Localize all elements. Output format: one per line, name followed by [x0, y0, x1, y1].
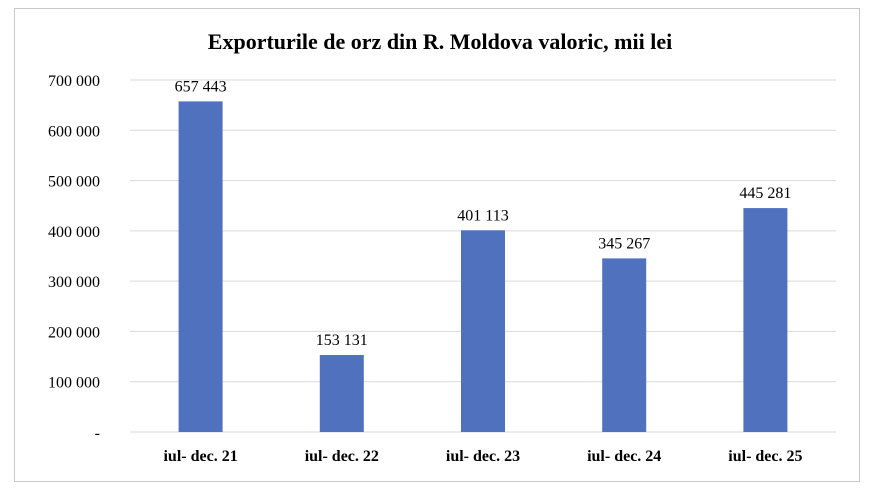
y-tick-label: 600 000 [48, 123, 100, 140]
data-label: 153 131 [316, 332, 368, 349]
chart-frame [14, 8, 860, 482]
y-axis-ticks: - 100 000 200 000 300 000 400 000 500 000 600 … [48, 73, 100, 442]
y-tick-label: 200 000 [48, 324, 100, 341]
y-tick-label: 500 000 [48, 174, 100, 191]
y-tick-label: 400 000 [48, 224, 100, 241]
x-category-label: iul- dec. 21 [163, 448, 237, 465]
bar [602, 258, 647, 432]
x-category-label: iul- dec. 25 [728, 448, 802, 465]
x-category-label: iul- dec. 23 [446, 448, 520, 465]
data-label: 445 281 [739, 185, 791, 202]
y-tick-label: 300 000 [48, 274, 100, 291]
chart-title: Exporturile de orz din R. Moldova valori… [208, 29, 672, 54]
data-label: 345 267 [598, 235, 650, 252]
bar [178, 101, 223, 433]
x-axis-categories: iul- dec. 21 iul- dec. 22 iul- dec. 23 iul-… [163, 448, 802, 465]
bar [319, 354, 364, 432]
bar [743, 208, 788, 432]
bars [178, 101, 788, 433]
bar [461, 230, 505, 432]
data-labels: 657 443 153 131 401 113 345 267 445 281 [175, 78, 792, 349]
data-label: 401 113 [457, 207, 508, 224]
y-tick-label: - [95, 425, 100, 442]
y-tick-label: 100 000 [48, 375, 100, 392]
x-category-label: iul- dec. 24 [587, 448, 661, 465]
data-label: 657 443 [175, 78, 227, 95]
x-category-label: iul- dec. 22 [305, 448, 379, 465]
y-tick-label: 700 000 [48, 73, 100, 90]
